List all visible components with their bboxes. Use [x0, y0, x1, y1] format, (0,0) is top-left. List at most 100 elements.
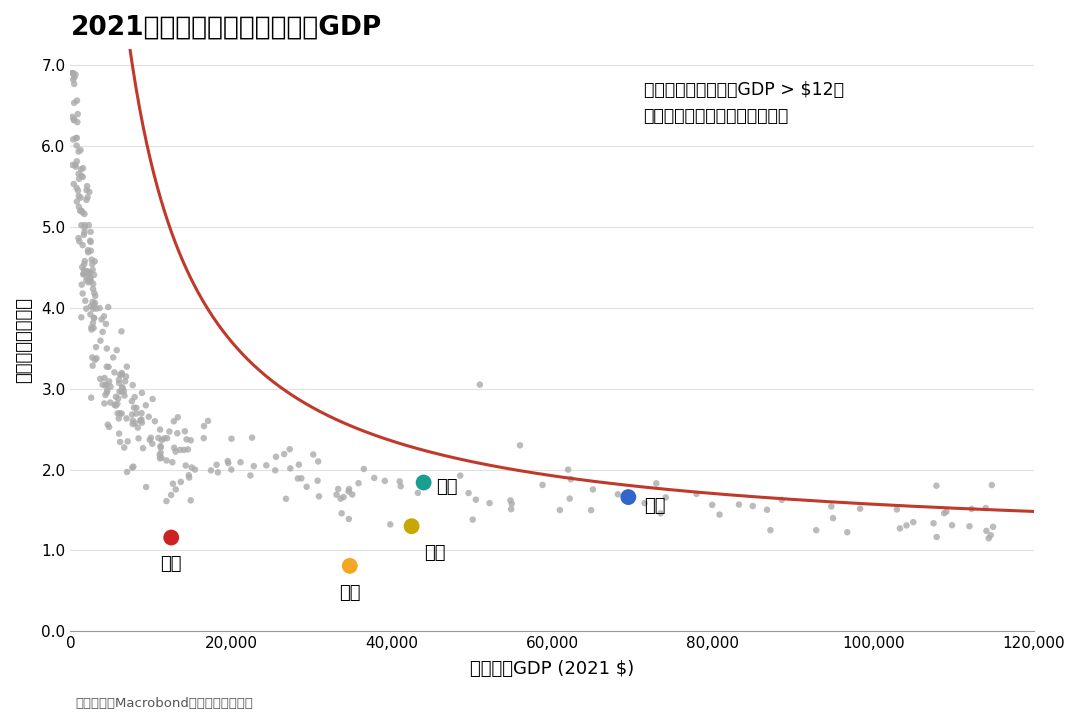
Point	[289, 473, 307, 484]
Point	[282, 463, 299, 474]
Point	[730, 499, 747, 511]
Point	[980, 533, 997, 544]
Point	[293, 473, 310, 484]
Point	[222, 433, 240, 444]
Point	[80, 268, 97, 279]
Point	[133, 387, 150, 398]
Point	[64, 67, 81, 79]
Point	[68, 196, 85, 207]
Point	[98, 385, 116, 396]
Point	[146, 416, 163, 427]
Point	[82, 245, 99, 256]
Point	[68, 95, 85, 106]
Point	[87, 341, 105, 353]
Point	[75, 163, 92, 174]
Point	[152, 441, 170, 452]
Point	[281, 443, 298, 455]
Point	[96, 398, 113, 409]
Point	[502, 503, 519, 515]
Point	[340, 513, 357, 525]
Point	[72, 164, 90, 175]
Point	[652, 508, 670, 519]
Point	[275, 448, 293, 460]
Point	[559, 464, 577, 476]
Text: 资料来源：Macrobond，招商银行研究院: 资料来源：Macrobond，招商银行研究院	[76, 698, 254, 710]
Point	[64, 159, 81, 171]
Point	[65, 178, 82, 190]
Point	[153, 434, 171, 446]
Text: 美国: 美国	[645, 497, 666, 515]
Point	[76, 208, 93, 220]
Point	[69, 116, 86, 128]
Point	[73, 206, 91, 218]
Point	[688, 488, 705, 500]
Point	[72, 192, 90, 203]
Point	[84, 278, 102, 289]
Point	[82, 235, 99, 246]
Point	[648, 478, 665, 489]
Point	[620, 491, 637, 503]
Point	[468, 494, 485, 506]
Point	[126, 391, 144, 403]
Point	[78, 271, 95, 283]
Point	[167, 483, 185, 495]
Point	[350, 478, 367, 489]
Point	[888, 503, 905, 515]
Point	[118, 371, 135, 382]
Point	[93, 313, 110, 325]
Point	[961, 521, 978, 532]
Point	[66, 97, 83, 109]
Point	[66, 71, 83, 83]
Point	[183, 435, 200, 446]
Point	[134, 443, 151, 454]
Point	[481, 498, 498, 509]
Point	[116, 390, 133, 401]
Point	[243, 432, 260, 443]
Point	[340, 486, 357, 497]
Point	[75, 288, 92, 299]
Point	[200, 416, 217, 427]
Point	[107, 400, 124, 411]
Point	[70, 173, 87, 184]
Point	[176, 426, 193, 437]
Point	[924, 518, 942, 529]
Point	[415, 477, 432, 488]
Point	[83, 254, 100, 266]
Point	[99, 419, 117, 431]
Point	[584, 483, 602, 495]
Point	[83, 352, 100, 363]
Point	[111, 369, 129, 381]
Point	[91, 302, 108, 313]
Point	[341, 560, 359, 572]
Point	[333, 508, 350, 519]
Point	[119, 466, 136, 478]
Point	[114, 383, 132, 394]
Point	[130, 433, 147, 444]
Point	[71, 205, 89, 216]
Point	[78, 266, 95, 277]
Point	[73, 261, 91, 273]
Point	[66, 79, 83, 90]
Point	[76, 264, 93, 276]
Point	[80, 246, 97, 258]
Point	[85, 312, 103, 323]
Point	[178, 433, 195, 445]
Point	[82, 271, 99, 283]
Point	[183, 462, 200, 473]
Point	[70, 191, 87, 202]
Point	[65, 134, 82, 145]
Point	[298, 481, 315, 493]
Point	[109, 408, 126, 419]
Point	[744, 501, 761, 512]
Point	[98, 361, 116, 373]
Point	[78, 184, 95, 196]
Text: 图中不包括人均实际GDP > $12万
的摩纳哥、列支敦士登、卢森堡: 图中不包括人均实际GDP > $12万 的摩纳哥、列支敦士登、卢森堡	[644, 81, 843, 126]
Point	[208, 459, 226, 471]
Point	[112, 326, 130, 337]
Point	[126, 417, 144, 428]
Point	[132, 415, 149, 426]
Point	[928, 531, 945, 543]
Point	[117, 376, 134, 387]
Point	[937, 506, 955, 518]
Point	[170, 411, 187, 423]
